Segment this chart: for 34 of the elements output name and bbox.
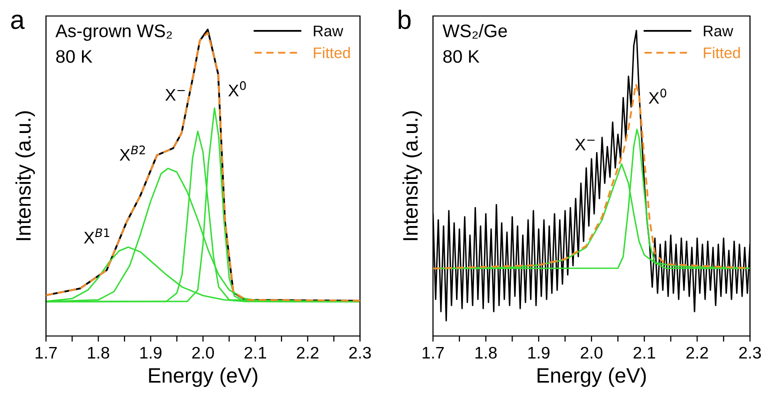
x-tick-label: 1.7 — [422, 347, 444, 358]
legend-label: Raw — [704, 26, 734, 36]
legend-label: Fitted — [704, 47, 740, 58]
x-tick-label: 1.9 — [528, 346, 550, 359]
x-tick-label: 1.7 — [36, 347, 57, 358]
text: 2.0 — [580, 346, 602, 359]
x-tick-label: 2.3 — [739, 346, 761, 359]
annotation: X$^{−}$ — [575, 138, 595, 150]
x-tick-label: 2.3 — [349, 346, 371, 359]
text: 2.0 — [192, 346, 214, 359]
x-tick-label: 2.2 — [686, 346, 708, 358]
legend-label: Raw — [314, 26, 344, 36]
y-axis-title: Intensity (a.u.) — [402, 111, 422, 240]
legend-label: Fitted — [314, 47, 350, 58]
x-tick-label: 1.8 — [88, 346, 110, 359]
text: a — [11, 14, 25, 30]
x-axis-title: Energy (eV) — [538, 368, 646, 387]
text: b — [398, 10, 411, 30]
x-tick-label: 1.9 — [140, 346, 162, 359]
text: 80 K — [443, 50, 480, 63]
text: 80 K — [56, 50, 92, 63]
annotation: X$^{B1}$ — [84, 228, 110, 244]
annotation: X$^{0}$ — [228, 81, 246, 96]
x-tick-label: 2.1 — [244, 346, 266, 358]
annotation: X$^{−}$ — [165, 89, 185, 101]
x-tick-label: 2.1 — [634, 346, 656, 358]
annotation: X$^{0}$ — [648, 88, 666, 104]
y-axis-title: Intensity (a.u.) — [15, 111, 35, 240]
x-tick-label: 1.8 — [476, 346, 497, 359]
chart-title: WS₂/Ge — [442, 24, 507, 39]
annotation: X$^{B2}$ — [120, 146, 145, 161]
x-axis-title: Energy (eV) — [149, 368, 258, 387]
x-tick-label: 2.2 — [296, 346, 318, 358]
chart-title: As-grown WS₂ — [55, 24, 172, 41]
